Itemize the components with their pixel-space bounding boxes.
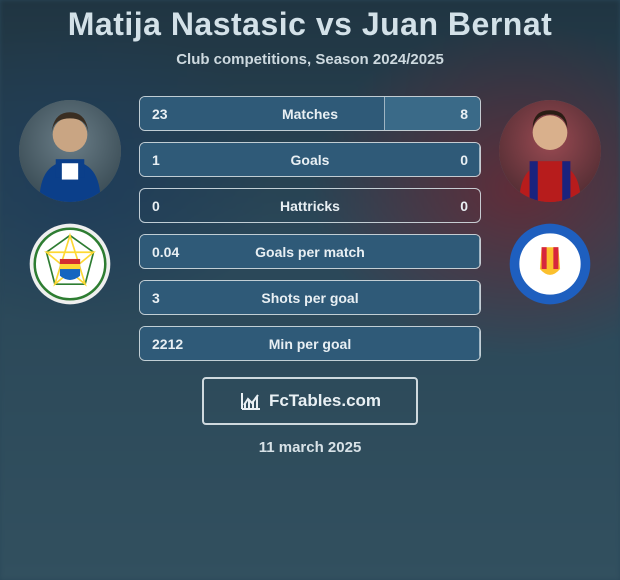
left-column — [19, 96, 121, 306]
stat-right-value: 8 — [460, 106, 468, 122]
content-root: Matija Nastasic vs Juan Bernat Club comp… — [0, 0, 620, 580]
stat-right-value: 0 — [460, 152, 468, 168]
date-label: 11 march 2025 — [0, 439, 620, 456]
stat-bar: 1Goals0 — [139, 142, 481, 177]
chart-icon — [239, 389, 263, 413]
right-column — [499, 96, 601, 306]
stat-label: Matches — [140, 106, 480, 122]
stat-label: Min per goal — [140, 336, 480, 352]
stat-bar: 23Matches8 — [139, 96, 481, 131]
stats-column: 23Matches81Goals00Hattricks00.04Goals pe… — [139, 96, 481, 361]
stat-bar: 0Hattricks0 — [139, 188, 481, 223]
page-title: Matija Nastasic vs Juan Bernat — [0, 6, 620, 43]
left-club-crest — [28, 222, 112, 306]
subtitle: Club competitions, Season 2024/2025 — [0, 51, 620, 68]
right-player-avatar — [499, 100, 601, 202]
stat-label: Hattricks — [140, 198, 480, 214]
left-player-avatar — [19, 100, 121, 202]
player-silhouette-icon — [499, 100, 601, 202]
stat-label: Shots per goal — [140, 290, 480, 306]
stat-bar: 3Shots per goal — [139, 280, 481, 315]
club-crest-icon — [28, 222, 112, 306]
branding-badge[interactable]: FcTables.com — [202, 377, 418, 425]
branding-text: FcTables.com — [269, 391, 381, 411]
stat-label: Goals — [140, 152, 480, 168]
right-club-crest — [508, 222, 592, 306]
main-row: 23Matches81Goals00Hattricks00.04Goals pe… — [0, 96, 620, 361]
club-crest-icon — [508, 222, 592, 306]
stat-bar: 2212Min per goal — [139, 326, 481, 361]
stat-right-value: 0 — [460, 198, 468, 214]
player-silhouette-icon — [19, 100, 121, 202]
stat-bar: 0.04Goals per match — [139, 234, 481, 269]
stat-label: Goals per match — [140, 244, 480, 260]
